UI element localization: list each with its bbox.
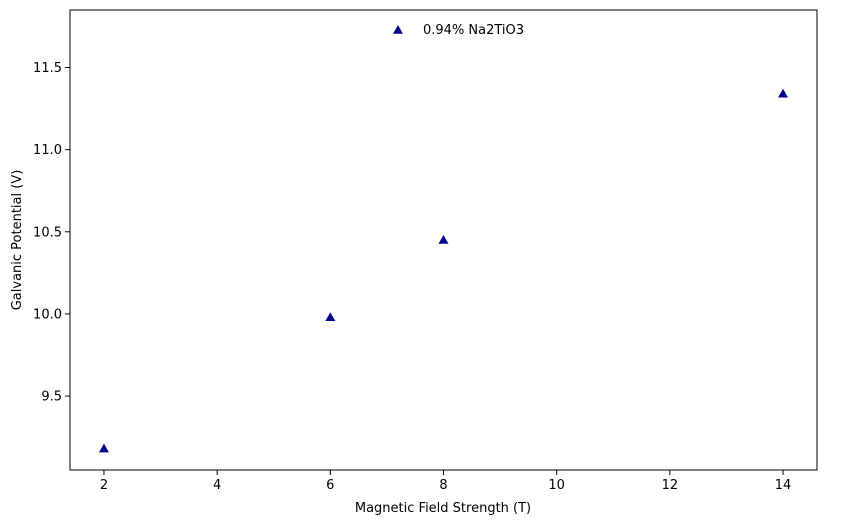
data-point <box>438 235 449 244</box>
y-axis-label: Galvanic Potential (V) <box>10 170 25 311</box>
legend: 0.94% Na2TiO3 <box>393 23 524 38</box>
y-tick-label: 11.5 <box>33 61 62 76</box>
x-tick-label: 6 <box>326 478 334 493</box>
data-point <box>98 443 109 453</box>
data-point <box>325 312 336 321</box>
legend-marker-triangle <box>393 25 403 34</box>
data-point <box>778 88 789 98</box>
y-tick-label: 10.0 <box>33 307 62 322</box>
y-tick-label: 11.0 <box>33 143 62 158</box>
data-points <box>98 88 789 453</box>
legend-label: 0.94% Na2TiO3 <box>423 23 524 38</box>
x-axis-label: Magnetic Field Strength (T) <box>355 501 531 516</box>
y-axis-ticks: 9.5 10.0 10.5 11.0 11.5 <box>33 61 70 405</box>
x-tick-label: 2 <box>100 478 108 493</box>
y-tick-label: 10.5 <box>33 225 62 240</box>
x-tick-label: 12 <box>662 478 679 493</box>
x-axis-ticks: 2 4 6 8 10 12 14 <box>100 470 792 493</box>
x-tick-label: 14 <box>775 478 792 493</box>
x-tick-label: 8 <box>439 478 447 493</box>
x-tick-label: 4 <box>213 478 221 493</box>
y-tick-label: 9.5 <box>41 390 62 405</box>
x-tick-label: 10 <box>548 478 565 493</box>
